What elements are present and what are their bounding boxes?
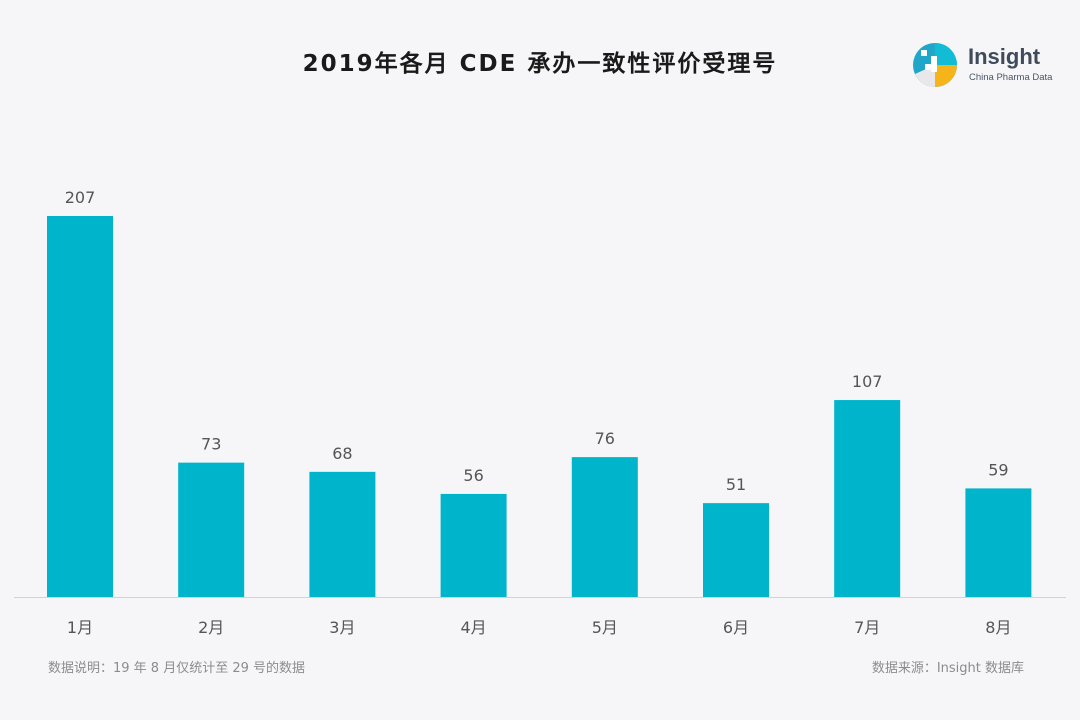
x-tick-label-4: 4月 [461, 618, 487, 637]
insight-logo-icon [913, 43, 957, 87]
data-label-7: 107 [852, 372, 883, 391]
x-tick-label-6: 6月 [723, 618, 749, 637]
data-label-5: 76 [595, 429, 615, 448]
bar-5 [571, 457, 638, 597]
x-tick-label-5: 5月 [592, 618, 618, 637]
x-tick-label-2: 2月 [198, 618, 224, 637]
data-label-4: 56 [463, 466, 483, 485]
data-label-2: 73 [201, 435, 221, 454]
data-label-8: 59 [988, 460, 1008, 479]
x-tick-label-7: 7月 [854, 618, 880, 637]
bar-4 [440, 493, 507, 597]
insight-logo: Insight China Pharma Data [912, 42, 1062, 92]
bar-8 [965, 488, 1032, 597]
bar-6 [703, 503, 769, 597]
logo-name: Insight [968, 44, 1041, 69]
x-tick-label-8: 8月 [985, 618, 1011, 637]
chart-title: 2019年各月 CDE 承办一致性评价受理号 [302, 51, 778, 77]
data-label-6: 51 [726, 475, 746, 494]
logo-subtitle: China Pharma Data [969, 72, 1053, 83]
x-tick-label-1: 1月 [67, 618, 93, 637]
data-label-1: 207 [65, 188, 96, 207]
bar-2 [178, 462, 245, 597]
bar-1 [47, 216, 113, 597]
x-tick-label-3: 3月 [329, 618, 355, 637]
data-label-3: 68 [332, 444, 352, 463]
data-source: 数据来源：Insight 数据库 [871, 661, 1024, 676]
data-note: 数据说明：19 年 8 月仅统计至 29 号的数据 [48, 661, 306, 676]
bar-7 [834, 400, 901, 597]
bar-3 [309, 471, 376, 597]
